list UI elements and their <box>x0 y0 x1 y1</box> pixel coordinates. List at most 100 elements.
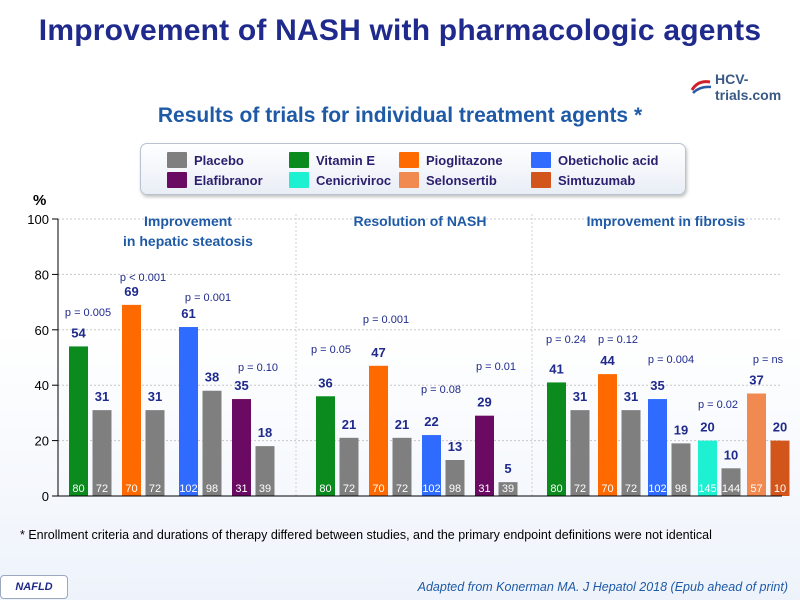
bar-value-label: 31 <box>573 389 587 404</box>
bar-n-label: 145 <box>698 483 716 495</box>
bar-n-label: 72 <box>396 483 408 495</box>
bar <box>770 440 790 496</box>
legend-item: Cenicriviroc <box>289 171 391 189</box>
bar <box>475 415 494 496</box>
bar <box>598 374 617 496</box>
hcv-trials-logo: HCV-trials.com <box>690 71 800 103</box>
bar-n-label: 72 <box>96 483 108 495</box>
bar-n-label: 57 <box>750 483 762 495</box>
bar-value-label: 31 <box>148 389 162 404</box>
bar-n-label: 98 <box>449 483 461 495</box>
bar <box>422 435 441 496</box>
legend-label: Obeticholic acid <box>558 152 659 168</box>
bar <box>92 410 112 496</box>
bar <box>445 459 465 496</box>
panel-title: Improvement in fibrosis <box>587 213 746 229</box>
legend-label: Cenicriviroc <box>316 172 392 188</box>
bar-n-label: 98 <box>206 483 218 495</box>
bar <box>621 410 641 496</box>
legend-item: Vitamin E <box>289 151 375 169</box>
p-value-label: p = 0.24 <box>546 334 586 346</box>
panel-title: Improvement <box>144 213 232 229</box>
y-tick-label: 40 <box>35 378 49 393</box>
y-tick-label: 100 <box>27 212 49 227</box>
bar-n-label: 10 <box>774 483 786 495</box>
bar-n-label: 39 <box>259 483 271 495</box>
legend-label: Elafibranor <box>194 172 263 188</box>
bar-value-label: 31 <box>624 389 638 404</box>
bar-n-label: 80 <box>72 483 84 495</box>
bar <box>392 437 412 496</box>
p-value-label: p = 0.001 <box>185 292 231 304</box>
y-tick-label: 20 <box>35 434 49 449</box>
legend-swatch <box>289 152 309 168</box>
bar <box>698 440 717 496</box>
bar-n-label: 102 <box>648 483 666 495</box>
bar-value-label: 19 <box>674 422 688 437</box>
bar <box>721 468 741 496</box>
bar <box>145 410 165 496</box>
bar-n-label: 72 <box>625 483 637 495</box>
legend-label: Simtuzumab <box>558 172 636 188</box>
bar-n-label: 102 <box>422 483 440 495</box>
panel-title: in hepatic steatosis <box>123 233 253 249</box>
topic-badge: NAFLD <box>0 575 68 599</box>
p-value-label: p = 0.005 <box>65 307 111 319</box>
bar-value-label: 20 <box>700 420 714 435</box>
bar-n-label: 72 <box>574 483 586 495</box>
p-value-label: p = 0.01 <box>476 361 516 373</box>
slide-title: Improvement of NASH with pharmacologic a… <box>38 14 762 47</box>
bar-value-label: 41 <box>549 361 563 376</box>
bar <box>69 346 88 496</box>
legend: Placebo Vitamin E Pioglitazone Obeticholic … <box>140 143 686 195</box>
bar-value-label: 61 <box>181 306 195 321</box>
legend-item: Pioglitazone <box>399 151 503 169</box>
bar-value-label: 38 <box>205 370 219 385</box>
bar <box>547 382 566 496</box>
bar-n-label: 70 <box>601 483 613 495</box>
bar <box>339 437 359 496</box>
bar <box>232 399 251 496</box>
legend-swatch <box>399 172 419 188</box>
bar-value-label: 36 <box>318 375 332 390</box>
bar-value-label: 35 <box>234 378 248 393</box>
p-value-label: p = 0.004 <box>648 354 694 366</box>
bar-value-label: 69 <box>124 284 138 299</box>
bar-n-label: 70 <box>372 483 384 495</box>
p-value-label: p < 0.001 <box>120 272 166 284</box>
p-value-label: p = ns <box>753 354 784 366</box>
legend-swatch <box>167 172 187 188</box>
bar-value-label: 21 <box>395 417 409 432</box>
bar-value-label: 18 <box>258 425 272 440</box>
legend-item: Simtuzumab <box>531 171 635 189</box>
bar-value-label: 37 <box>749 373 763 388</box>
panel-title: Resolution of NASH <box>354 213 487 229</box>
bar <box>369 365 388 496</box>
p-value-label: p = 0.08 <box>421 384 461 396</box>
legend-item: Obeticholic acid <box>531 151 658 169</box>
y-axis-label: % <box>33 192 46 209</box>
footnote: * Enrollment criteria and durations of t… <box>20 528 712 542</box>
chart-subtitle: Results of trials for individual treatme… <box>157 104 643 127</box>
bar-value-label: 20 <box>773 420 787 435</box>
p-value-label: p = 0.12 <box>598 334 638 346</box>
logo-swoosh-icon <box>690 78 712 96</box>
bar-value-label: 29 <box>477 395 491 410</box>
legend-swatch <box>531 172 551 188</box>
bar-value-label: 31 <box>95 389 109 404</box>
y-tick-label: 60 <box>35 323 49 338</box>
legend-label: Vitamin E <box>316 152 376 168</box>
bar <box>648 399 667 496</box>
bar <box>671 443 691 496</box>
bar-value-label: 35 <box>650 378 664 393</box>
bar-value-label: 22 <box>424 414 438 429</box>
bar-n-label: 31 <box>235 483 247 495</box>
y-tick-label: 0 <box>42 489 49 504</box>
p-value-label: p = 0.02 <box>698 399 738 411</box>
p-value-label: p = 0.05 <box>311 344 351 356</box>
bar-n-label: 39 <box>502 483 514 495</box>
bar-value-label: 5 <box>504 461 511 476</box>
bar-value-label: 10 <box>724 447 738 462</box>
bar <box>202 390 222 496</box>
p-value-label: p = 0.10 <box>238 362 278 374</box>
